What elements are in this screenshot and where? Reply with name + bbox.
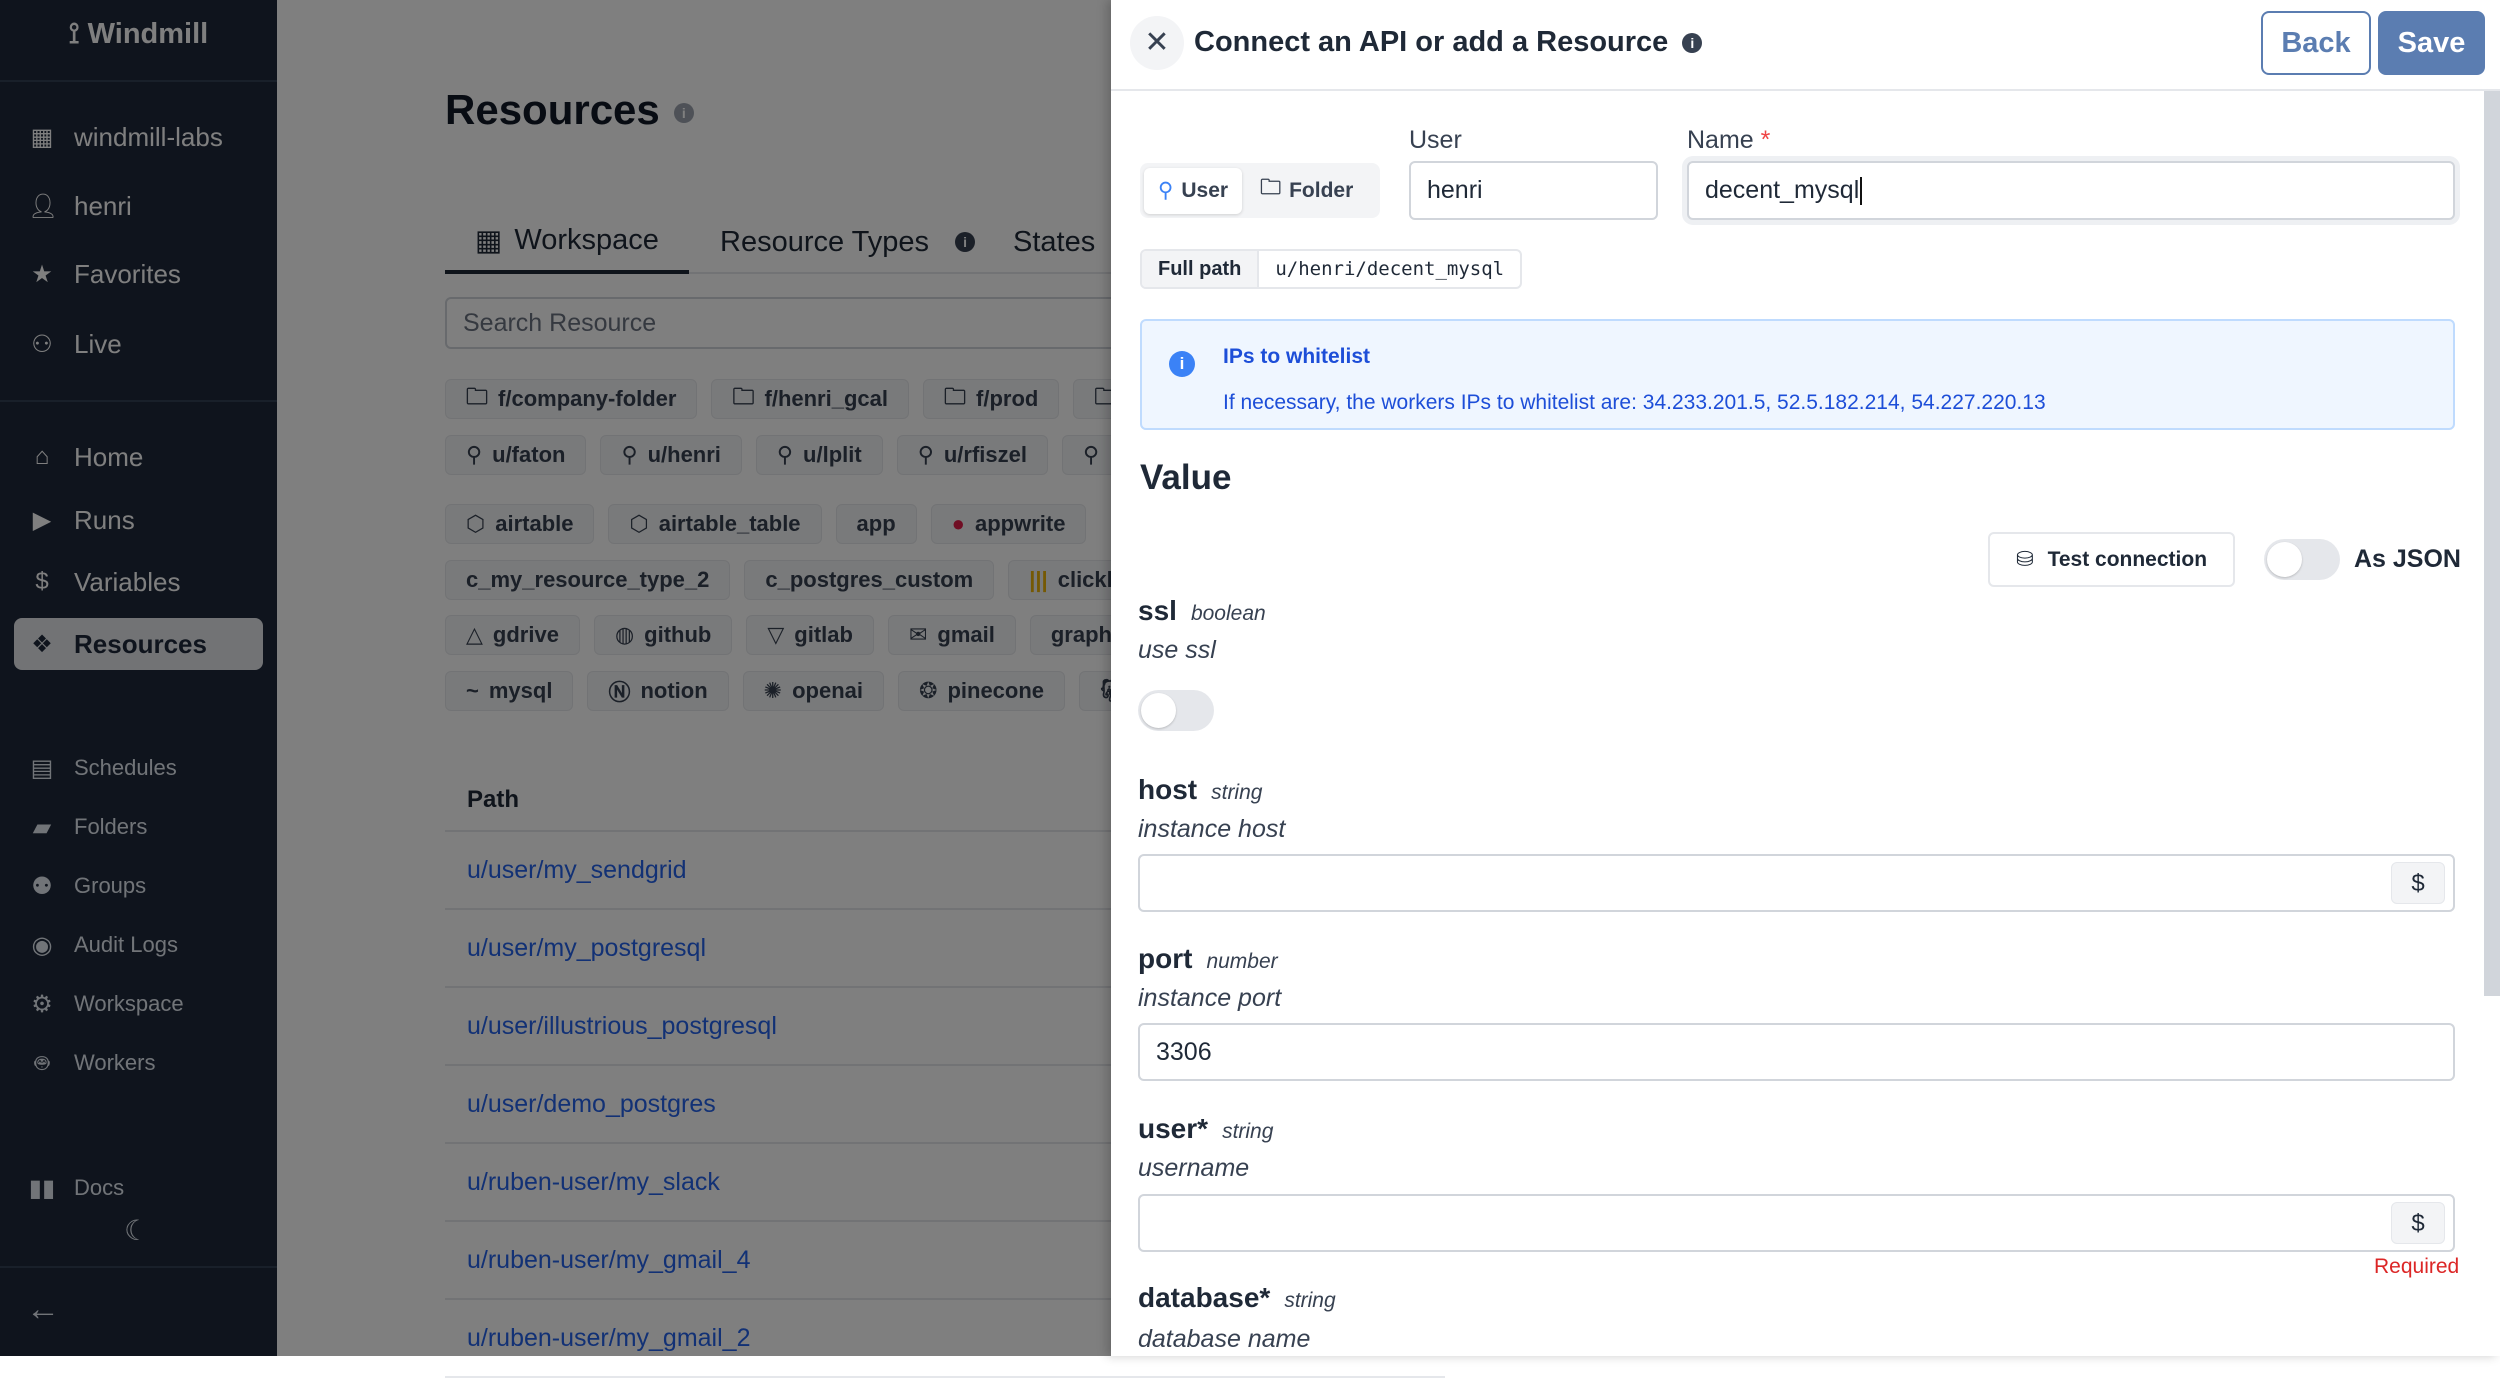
field-database-description: database name — [1138, 1325, 1311, 1353]
value-heading: Value — [1140, 458, 1232, 497]
required-error: Required — [2374, 1255, 2460, 1278]
scrollbar[interactable] — [2484, 91, 2500, 996]
owner-folder-option[interactable]: 🗀 Folder — [1246, 168, 1367, 214]
close-icon: ✕ — [1144, 26, 1170, 59]
field-host-label: host string — [1138, 774, 1263, 805]
alert-text: If necessary, the workers IPs to whiteli… — [1223, 391, 2046, 414]
folder-icon: 🗀 — [1260, 176, 1282, 199]
full-path-value: u/henri/decent_mysql — [1275, 258, 1505, 280]
name-label: Name * — [1687, 126, 1771, 154]
field-user-description: username — [1138, 1154, 1250, 1182]
drawer-header: ✕ Connect an API or add a Resource i Back… — [1111, 0, 2500, 91]
full-path-label: Full path — [1142, 251, 1260, 287]
info-icon[interactable]: i — [1682, 33, 1703, 54]
alert-title: IPs to whitelist — [1223, 345, 1371, 368]
owner-kind-toggle: ⚲ User 🗀 Folder — [1140, 163, 1380, 218]
database-icon: ⛁ — [2015, 548, 2034, 571]
ssl-toggle[interactable] — [1138, 690, 1214, 731]
text-cursor — [1860, 176, 1863, 205]
name-input[interactable]: decent_mysql — [1687, 161, 2455, 220]
user-icon: ⚲ — [1158, 179, 1174, 202]
field-ssl-label: ssl boolean — [1138, 595, 1266, 626]
field-host-description: instance host — [1138, 815, 1286, 843]
insert-variable-button[interactable]: $ — [2391, 862, 2445, 904]
username-input[interactable]: $ — [1138, 1194, 2455, 1252]
info-icon: i — [1169, 351, 1195, 377]
field-ssl-description: use ssl — [1138, 636, 1216, 664]
user-input[interactable]: henri — [1409, 161, 1658, 220]
host-input[interactable]: $ — [1138, 854, 2455, 912]
as-json-label: As JSON — [2354, 545, 2461, 573]
back-button[interactable]: Back — [2261, 11, 2371, 75]
drawer-title: Connect an API or add a Resource i — [1194, 26, 1703, 59]
insert-variable-button[interactable]: $ — [2391, 1202, 2445, 1244]
user-label: User — [1409, 126, 1462, 154]
field-database-label: database* string — [1138, 1282, 1336, 1313]
owner-user-option[interactable]: ⚲ User — [1144, 167, 1243, 214]
test-connection-button[interactable]: ⛁ Test connection — [1988, 532, 2235, 587]
modal-backdrop[interactable] — [0, 0, 1111, 1356]
close-button[interactable]: ✕ — [1130, 16, 1184, 70]
as-json-toggle[interactable] — [2264, 539, 2340, 580]
ip-whitelist-alert: i IPs to whitelist If necessary, the wor… — [1140, 319, 2455, 430]
field-port-label: port number — [1138, 943, 1278, 974]
full-path: Full path u/henri/decent_mysql — [1140, 249, 1523, 289]
port-input[interactable]: 3306 — [1138, 1023, 2455, 1081]
field-user-label: user* string — [1138, 1113, 1274, 1144]
save-button[interactable]: Save — [2378, 11, 2485, 75]
add-resource-drawer: ✕ Connect an API or add a Resource i Back… — [1111, 0, 2500, 1356]
field-port-description: instance port — [1138, 984, 1282, 1012]
